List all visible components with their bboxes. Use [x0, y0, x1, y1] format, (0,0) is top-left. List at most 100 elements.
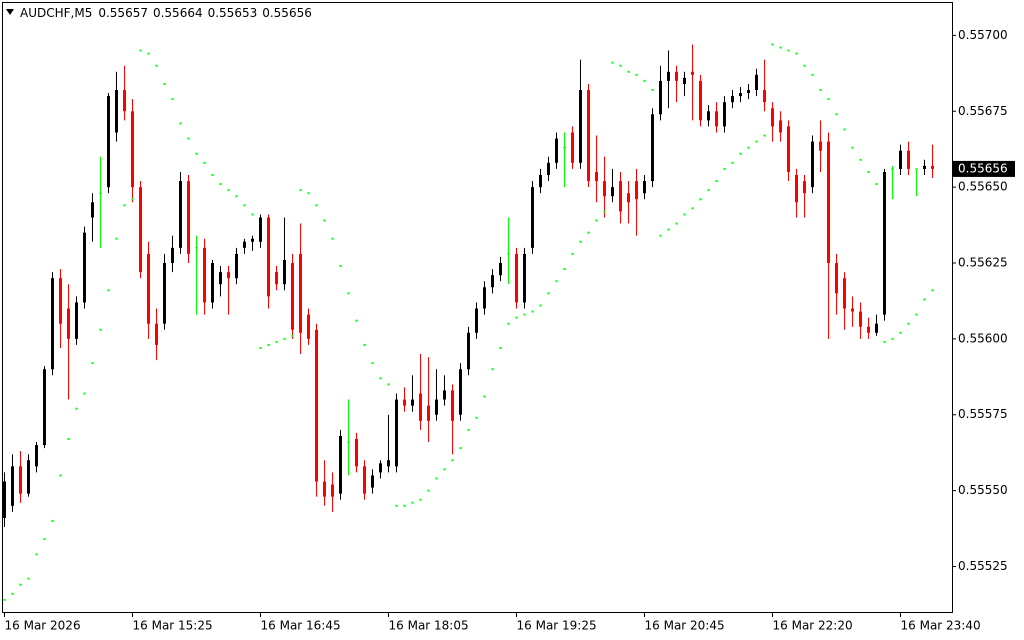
candle-body	[147, 253, 150, 324]
sar-dot	[43, 538, 46, 541]
candle-body	[803, 181, 806, 194]
candle-body	[635, 181, 638, 200]
candle-body	[875, 323, 878, 333]
sar-dot	[155, 64, 158, 67]
sar-dot	[891, 337, 894, 340]
sar-dot	[691, 207, 694, 210]
candle-body	[763, 90, 766, 103]
candle-body	[267, 217, 270, 297]
sar-dot	[67, 438, 70, 441]
x-tick-label: 16 Mar 22:20	[773, 619, 853, 633]
x-tick-label: 16 Mar 19:25	[517, 619, 597, 633]
sar-dot	[523, 313, 526, 316]
sar-dot	[147, 52, 150, 55]
sar-dot	[547, 292, 550, 295]
candle-body	[523, 253, 526, 303]
sar-dot	[355, 319, 358, 322]
sar-dot	[395, 504, 398, 507]
candle-body	[179, 181, 182, 248]
candle-body	[819, 141, 822, 151]
candle-body	[187, 181, 190, 254]
sar-dot	[291, 334, 294, 337]
sar-dot	[75, 407, 78, 410]
sar-dot	[131, 198, 134, 201]
sar-dot	[3, 598, 6, 601]
candle-body	[651, 114, 654, 182]
sar-dot	[683, 213, 686, 216]
candle-body	[403, 399, 406, 406]
candle-body	[627, 193, 630, 203]
x-tick-label: 16 Mar 15:25	[133, 619, 213, 633]
sar-dot	[531, 310, 534, 313]
sar-dot	[675, 222, 678, 225]
candle-body	[499, 262, 502, 276]
candle-body	[603, 181, 606, 197]
price-box	[953, 160, 1015, 177]
menu-triangle[interactable]	[6, 9, 14, 15]
candle-body	[387, 460, 390, 467]
sar-dot	[371, 362, 374, 365]
sar-dot	[219, 183, 222, 186]
candle-body	[699, 80, 702, 121]
sar-dot	[171, 98, 174, 101]
candle-body	[283, 259, 286, 285]
candle-body	[227, 272, 230, 279]
sar-dot	[835, 113, 838, 116]
candle-body	[739, 93, 742, 97]
sar-dot	[907, 322, 910, 325]
sar-dot	[635, 73, 638, 76]
candle-body	[883, 171, 886, 315]
candle-body	[587, 90, 590, 182]
price-box-label: 0.55656	[958, 161, 1008, 175]
candle-body	[91, 202, 94, 218]
candle-body	[171, 247, 174, 263]
sar-dot	[203, 161, 206, 164]
y-tick-label: 0.55575	[958, 407, 1008, 421]
candle-body	[155, 323, 158, 345]
last-close: 0.55656	[262, 6, 312, 20]
sar-dot	[123, 204, 126, 207]
candle-body	[291, 262, 294, 330]
candle-body	[907, 150, 910, 169]
candle-body	[35, 445, 38, 467]
candle-body	[579, 90, 582, 163]
candle-body	[251, 238, 254, 242]
sar-dot	[555, 280, 558, 283]
candle-body	[491, 275, 494, 288]
sar-dot	[923, 298, 926, 301]
last-open: 0.55657	[98, 6, 148, 20]
sar-dot	[331, 237, 334, 240]
candle-body	[611, 187, 614, 197]
sar-dot	[179, 122, 182, 125]
candle-body	[795, 174, 798, 203]
candle-body	[83, 232, 86, 303]
candle-body	[539, 174, 542, 188]
y-tick-label: 0.55675	[958, 104, 1008, 118]
sar-dot	[195, 152, 198, 155]
sar-dot	[59, 474, 62, 477]
candle-body	[659, 80, 662, 115]
sar-dot	[819, 89, 822, 92]
sar-dot	[651, 89, 654, 92]
y-tick-label: 0.55700	[958, 28, 1008, 42]
candle-body	[811, 141, 814, 188]
sar-dot	[243, 204, 246, 207]
sar-dot	[27, 577, 30, 580]
candle-body	[827, 141, 830, 263]
sar-dot	[491, 368, 494, 371]
sar-dot	[259, 346, 262, 349]
sar-dot	[899, 331, 902, 334]
candle-body	[851, 308, 854, 312]
sar-dot	[483, 395, 486, 398]
candle-body	[19, 466, 22, 494]
y-tick-label: 0.55625	[958, 255, 1008, 269]
sar-dot	[779, 46, 782, 49]
sar-dot	[579, 240, 582, 243]
sar-dot	[107, 289, 110, 292]
candle-body	[259, 217, 262, 242]
sar-dot	[915, 313, 918, 316]
candle-body	[339, 435, 342, 494]
